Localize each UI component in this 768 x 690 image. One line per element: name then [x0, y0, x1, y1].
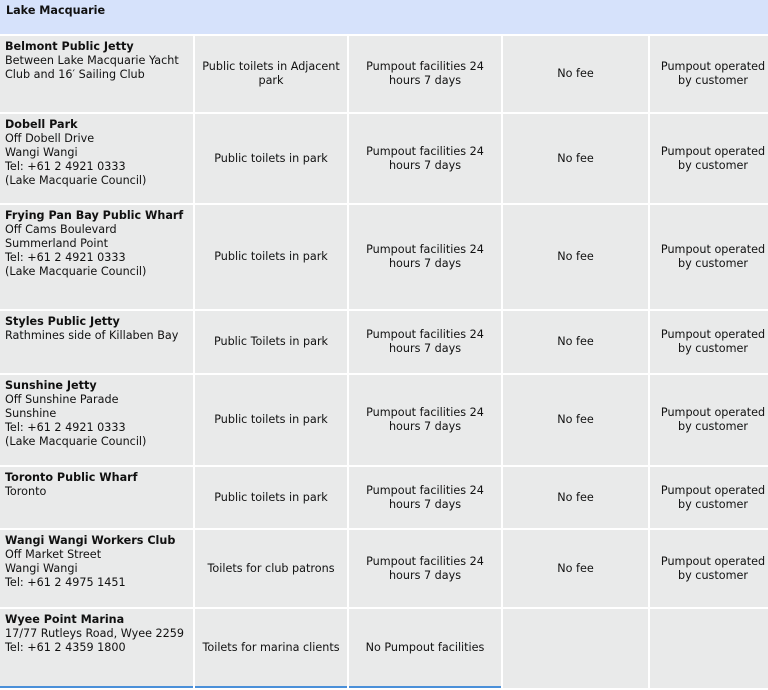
pumpout-cell: No Pumpout facilities — [349, 609, 501, 688]
toilets-cell: Public Toilets in park — [195, 311, 347, 373]
operation-cell: Pumpout operated by customer — [650, 205, 768, 309]
table-row: Wangi Wangi Workers Club Off Market Stree… — [0, 530, 768, 607]
location-name: Styles Public Jetty — [5, 315, 120, 328]
table-row: Wyee Point Marina 17/77 Rutleys Road, Wye… — [0, 609, 768, 688]
pumpout-cell: Pumpout facilities 24 hours 7 days — [349, 114, 501, 203]
table-row: Toronto Public Wharf Toronto Public toilet… — [0, 467, 768, 528]
pumpout-cell: Pumpout facilities 24 hours 7 days — [349, 36, 501, 112]
pumpout-cell: Pumpout facilities 24 hours 7 days — [349, 530, 501, 607]
table-row: Dobell Park Off Dobell Drive Wangi Wangi Te… — [0, 114, 768, 203]
operation-cell: Pumpout operated by customer — [650, 36, 768, 112]
location-cell: Belmont Public Jetty Between Lake Macquar… — [0, 36, 193, 112]
fee-cell: No fee — [503, 114, 648, 203]
toilets-cell: Toilets for club patrons — [195, 530, 347, 607]
operation-cell: Pumpout operated by customer — [650, 375, 768, 465]
location-name: Wyee Point Marina — [5, 613, 125, 626]
operation-cell: Pumpout operated by customer — [650, 467, 768, 528]
location-detail: Off Market Street — [5, 548, 102, 561]
location-detail: Sunshine — [5, 407, 57, 420]
toilets-cell: Toilets for marina clients — [195, 609, 347, 688]
pumpout-cell: Pumpout facilities 24 hours 7 days — [349, 205, 501, 309]
operation-cell — [650, 609, 768, 688]
location-cell: Frying Pan Bay Public Wharf Off Cams Boul… — [0, 205, 193, 309]
operation-cell: Pumpout operated by customer — [650, 114, 768, 203]
location-detail: Between Lake Macquarie Yacht Club and 16… — [5, 54, 179, 81]
toilets-cell: Public toilets in Adjacent park — [195, 36, 347, 112]
fee-cell: No fee — [503, 375, 648, 465]
location-name: Belmont Public Jetty — [5, 40, 134, 53]
location-detail: (Lake Macquarie Council) — [5, 174, 147, 187]
pumpout-cell: Pumpout facilities 24 hours 7 days — [349, 311, 501, 373]
location-detail: Toronto — [5, 485, 47, 498]
toilets-cell: Public toilets in park — [195, 375, 347, 465]
location-detail: Tel: +61 2 4359 1800 — [5, 641, 126, 654]
table-row: Belmont Public Jetty Between Lake Macquar… — [0, 36, 768, 112]
fee-cell — [503, 609, 648, 688]
location-detail: (Lake Macquarie Council) — [5, 265, 147, 278]
location-detail: Tel: +61 2 4921 0333 — [5, 160, 126, 173]
fee-cell: No fee — [503, 311, 648, 373]
location-detail: Off Cams Boulevard — [5, 223, 117, 236]
location-detail: Tel: +61 2 4921 0333 — [5, 251, 126, 264]
location-cell: Toronto Public Wharf Toronto — [0, 467, 193, 528]
location-name: Toronto Public Wharf — [5, 471, 138, 484]
operation-cell: Pumpout operated by customer — [650, 311, 768, 373]
toilets-cell: Public toilets in park — [195, 114, 347, 203]
toilets-cell: Public toilets in park — [195, 467, 347, 528]
pumpout-cell: Pumpout facilities 24 hours 7 days — [349, 467, 501, 528]
location-cell: Sunshine Jetty Off Sunshine Parade Sunshin… — [0, 375, 193, 465]
toilets-cell: Public toilets in park — [195, 205, 347, 309]
location-detail: 17/77 Rutleys Road, Wyee 2259 — [5, 627, 185, 640]
location-name: Frying Pan Bay Public Wharf — [5, 209, 184, 222]
location-name: Wangi Wangi Workers Club — [5, 534, 176, 547]
pumpout-cell: Pumpout facilities 24 hours 7 days — [349, 375, 501, 465]
location-detail: Rathmines side of Killaben Bay — [5, 329, 179, 342]
location-detail: Wangi Wangi — [5, 562, 78, 575]
location-name: Dobell Park — [5, 118, 78, 131]
table-row: Frying Pan Bay Public Wharf Off Cams Boul… — [0, 205, 768, 309]
location-name: Sunshine Jetty — [5, 379, 97, 392]
operation-cell: Pumpout operated by customer — [650, 530, 768, 607]
region-header: Lake Macquarie — [0, 0, 768, 34]
location-cell: Wangi Wangi Workers Club Off Market Stree… — [0, 530, 193, 607]
location-cell: Styles Public Jetty Rathmines side of Kil… — [0, 311, 193, 373]
location-detail: Off Dobell Drive — [5, 132, 95, 145]
location-detail: Wangi Wangi — [5, 146, 78, 159]
fee-cell: No fee — [503, 36, 648, 112]
location-detail: (Lake Macquarie Council) — [5, 435, 147, 448]
location-detail: Off Sunshine Parade — [5, 393, 119, 406]
fee-cell: No fee — [503, 467, 648, 528]
fee-cell: No fee — [503, 205, 648, 309]
location-detail: Tel: +61 2 4975 1451 — [5, 576, 126, 589]
table-row: Sunshine Jetty Off Sunshine Parade Sunshin… — [0, 375, 768, 465]
location-detail: Tel: +61 2 4921 0333 — [5, 421, 126, 434]
location-cell: Wyee Point Marina 17/77 Rutleys Road, Wye… — [0, 609, 193, 688]
fee-cell: No fee — [503, 530, 648, 607]
location-cell: Dobell Park Off Dobell Drive Wangi Wangi Te… — [0, 114, 193, 203]
location-detail: Summerland Point — [5, 237, 108, 250]
table-row: Styles Public Jetty Rathmines side of Kil… — [0, 311, 768, 373]
